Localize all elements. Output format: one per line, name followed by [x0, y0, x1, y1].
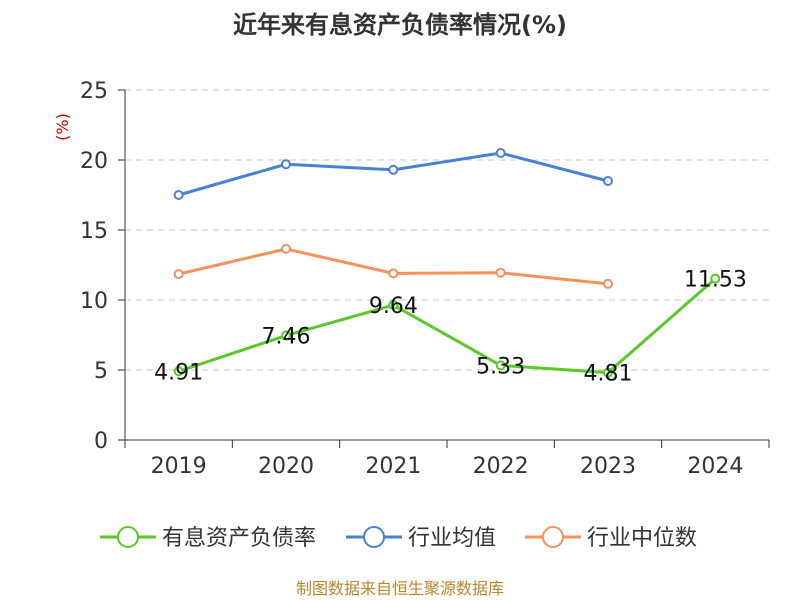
data-label: 4.91 — [154, 360, 203, 385]
data-point — [603, 367, 613, 378]
data-point — [388, 164, 399, 175]
y-tick-label: 25 — [80, 79, 108, 104]
legend: 有息资产负债率 行业均值 行业中位数 — [100, 526, 697, 551]
data-label: 5.33 — [476, 354, 525, 379]
data-point — [603, 176, 613, 186]
data-point — [281, 159, 291, 170]
source-note: 制图数据来自恒生聚源数据库 — [296, 579, 504, 598]
axes: 0 5 10 15 20 25 2019 2020 2021 2022 2023 2024 — [80, 79, 770, 479]
x-tick-label: 2021 — [365, 454, 421, 479]
data-point — [495, 267, 506, 278]
legend-label: 行业均值 — [408, 526, 496, 551]
y-tick-label: 20 — [80, 149, 108, 174]
data-labels: 4.91 7.46 9.64 5.33 4.81 11.53 — [154, 268, 747, 387]
data-point — [173, 366, 184, 377]
data-label: 4.81 — [584, 362, 633, 387]
data-point — [603, 278, 613, 289]
legend-marker — [542, 526, 564, 548]
y-tick-label: 15 — [80, 219, 108, 244]
data-point — [495, 148, 506, 158]
data-point — [388, 300, 399, 311]
series-line — [178, 247, 609, 286]
data-point — [173, 190, 184, 200]
x-tick-label: 2020 — [258, 454, 314, 479]
x-tick-label: 2019 — [151, 454, 207, 479]
legend-marker — [117, 526, 139, 548]
x-tick-label: 2024 — [687, 454, 743, 479]
data-point — [281, 330, 291, 341]
y-tick-label: 0 — [94, 429, 108, 454]
series-layer — [173, 148, 721, 378]
grid-lines — [125, 89, 769, 371]
data-label: 11.53 — [684, 268, 747, 293]
data-point — [495, 360, 506, 371]
data-point — [173, 269, 184, 280]
data-point — [281, 243, 291, 254]
legend-marker — [363, 526, 385, 548]
legend-label: 行业中位数 — [587, 526, 697, 551]
x-tick-label: 2023 — [580, 454, 636, 479]
chart-title: 近年来有息资产负债率情况(%) — [233, 11, 567, 39]
x-tick-label: 2022 — [473, 454, 529, 479]
y-axis-label: (%) — [53, 113, 72, 141]
series-line — [178, 277, 717, 375]
y-tick-label: 5 — [94, 359, 108, 384]
data-label: 7.46 — [262, 325, 311, 350]
legend-label: 有息资产负债率 — [162, 526, 316, 551]
y-tick-label: 10 — [80, 289, 108, 314]
data-point — [388, 268, 399, 279]
data-point — [710, 273, 721, 284]
data-label: 9.64 — [369, 294, 418, 319]
